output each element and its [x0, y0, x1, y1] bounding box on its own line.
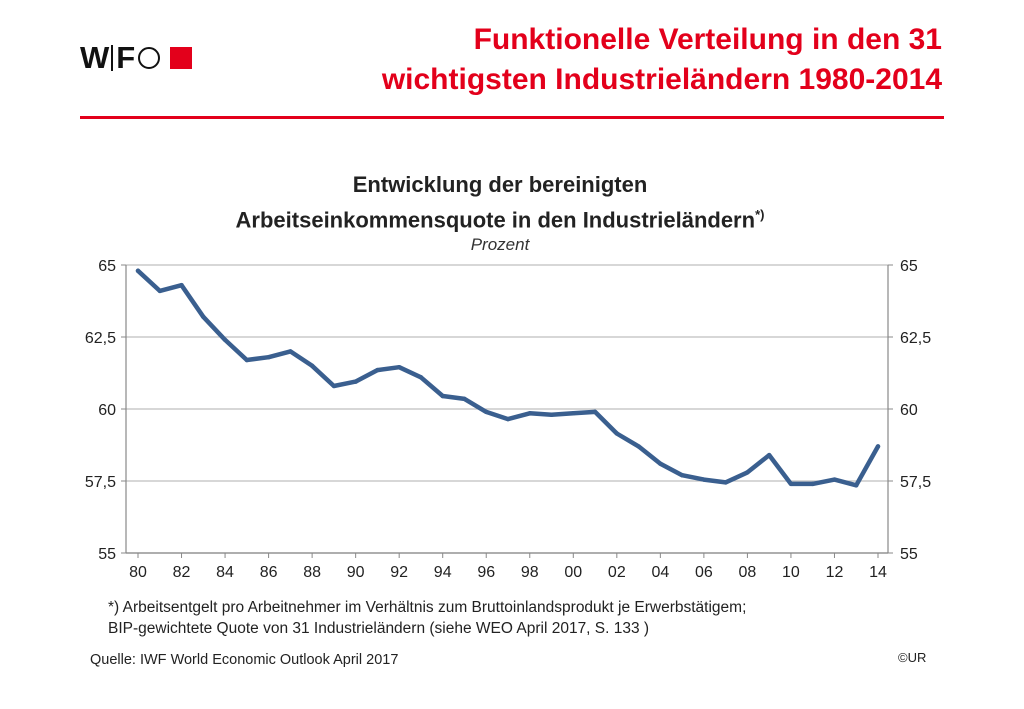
series-layer — [135, 268, 881, 488]
data-point — [201, 314, 206, 320]
chart-title-footnote-marker: *) — [755, 207, 765, 222]
footnote-line1: *) Arbeitsentgelt pro Arbeitnehmer im Ve… — [108, 599, 747, 616]
data-point — [396, 365, 402, 370]
data-point — [679, 473, 685, 478]
data-point — [266, 354, 271, 360]
data-point — [636, 444, 641, 449]
copyright-note: ©UR — [898, 650, 927, 665]
y-tick-label-left: 65 — [98, 258, 116, 275]
axis-layer — [121, 264, 893, 558]
y-tick-label-right: 62,5 — [900, 330, 931, 347]
data-point — [549, 412, 554, 417]
page-title-line1: Funktionelle Verteilung in den 31 — [473, 23, 942, 56]
data-point — [614, 431, 620, 436]
data-point — [135, 268, 141, 273]
data-point — [875, 444, 881, 449]
y-tick-label-left: 57,5 — [85, 474, 116, 491]
source-note: Quelle: IWF World Economic Outlook April… — [90, 652, 399, 668]
x-tick-label: 98 — [521, 564, 539, 581]
chart-title-line2: Arbeitseinkommensquote in den Industriel… — [150, 200, 850, 235]
data-point — [484, 409, 489, 415]
data-point — [854, 483, 859, 488]
data-point — [179, 282, 184, 288]
data-point — [222, 337, 228, 343]
data-point — [810, 481, 815, 487]
x-tick-label: 14 — [869, 564, 887, 581]
logo-red-square — [170, 47, 193, 69]
data-point — [157, 288, 162, 294]
data-point — [527, 411, 532, 416]
data-point — [723, 480, 728, 485]
data-point — [592, 409, 598, 415]
series-line — [135, 268, 881, 488]
data-point — [832, 477, 837, 482]
data-point — [658, 461, 663, 466]
data-point — [571, 411, 576, 416]
page-title-line2: wichtigsten Industrieländern 1980-2014 — [381, 63, 942, 96]
chart-title-line1: Entwicklung der bereinigten — [352, 172, 648, 197]
logo-circle — [138, 47, 161, 69]
data-point — [701, 477, 707, 482]
logo-letter-w: W — [80, 40, 110, 75]
data-point — [788, 481, 794, 487]
y-tick-label-right: 60 — [900, 402, 918, 419]
footnote-line2: BIP-gewichtete Quote von 31 Industrielän… — [108, 620, 650, 637]
grid-layer — [126, 264, 888, 554]
x-tick-label: 96 — [477, 564, 495, 581]
x-tick-label: 88 — [303, 564, 321, 581]
data-point — [331, 383, 337, 389]
footnote: *) Arbeitsentgelt pro Arbeitnehmer im Ve… — [108, 597, 908, 639]
logo-bar — [111, 45, 114, 71]
data-point — [244, 357, 250, 363]
x-tick-label: 90 — [347, 564, 365, 581]
data-point — [462, 396, 467, 402]
y-tick-label-left: 55 — [98, 546, 116, 563]
data-point — [505, 416, 511, 422]
x-tick-label: 82 — [173, 564, 191, 581]
y-tick-label-right: 55 — [900, 546, 918, 563]
y-tick-label-right: 65 — [900, 258, 918, 275]
x-tick-label: 02 — [608, 564, 626, 581]
x-tick-label: 00 — [564, 564, 582, 581]
y-tick-label-left: 62,5 — [85, 330, 116, 347]
tick-label-layer: 65 65 62,5 62,5 60 60 57,5 57,5 55 55 80 82 84 86 88 90… — [85, 258, 931, 581]
data-point — [309, 363, 315, 368]
title-divider — [80, 116, 944, 119]
x-tick-label: 80 — [129, 564, 147, 581]
x-tick-label: 04 — [651, 564, 669, 581]
data-point — [766, 452, 772, 458]
x-tick-label: 08 — [739, 564, 757, 581]
x-tick-label: 86 — [260, 564, 278, 581]
data-point — [418, 375, 424, 380]
chart-title: Entwicklung der bereinigten Arbeitseinko… — [150, 170, 850, 235]
x-tick-label: 92 — [390, 564, 408, 581]
x-tick-label: 06 — [695, 564, 713, 581]
chart-title-line2-text: Arbeitseinkommensquote in den Industriel… — [235, 207, 756, 233]
data-point — [288, 349, 293, 354]
x-tick-label: 94 — [434, 564, 452, 581]
x-tick-label: 84 — [216, 564, 234, 581]
data-point — [353, 379, 358, 384]
y-tick-label-left: 60 — [98, 402, 116, 419]
x-tick-label: 10 — [782, 564, 800, 581]
chart-unit-label: Prozent — [470, 235, 530, 254]
data-point — [745, 470, 750, 475]
logo-letter-f: F — [116, 40, 136, 75]
y-tick-label-right: 57,5 — [900, 474, 931, 491]
x-tick-label: 12 — [826, 564, 844, 581]
page-title: Funktionelle Verteilung in den 31 wichti… — [222, 20, 942, 100]
data-point — [375, 367, 380, 373]
data-point — [440, 393, 445, 399]
